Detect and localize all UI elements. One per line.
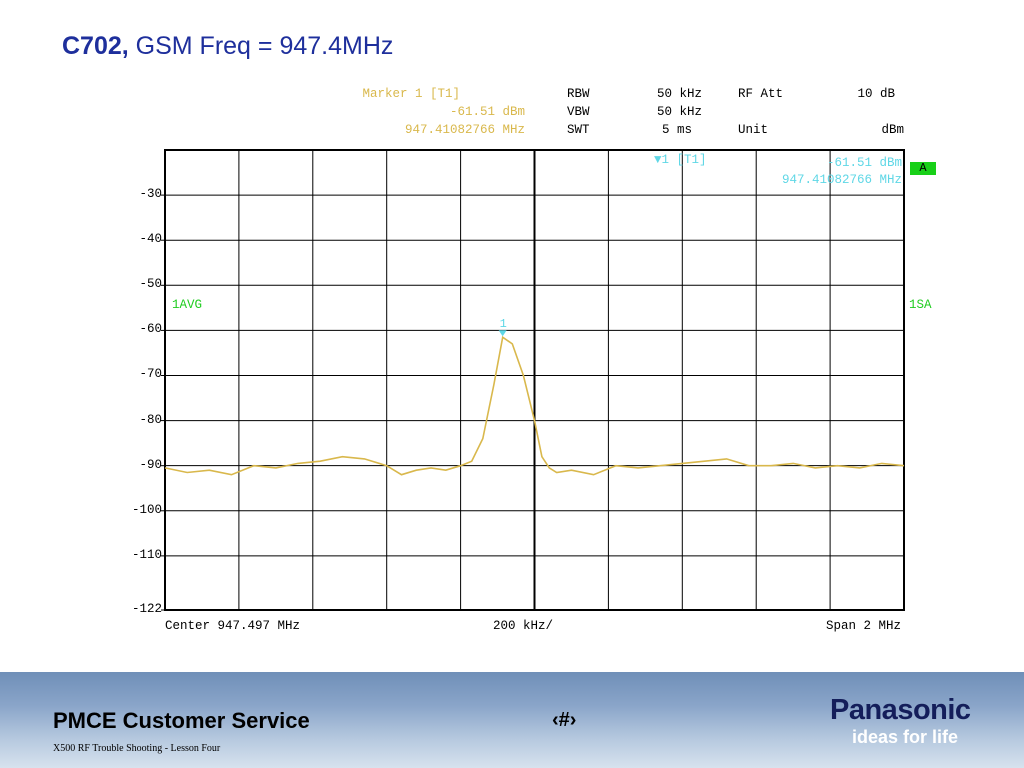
marker-triangle	[498, 330, 507, 337]
marker-tag-overlay: ▼1 [T1]	[654, 153, 707, 167]
y-tick-label: -100	[131, 502, 162, 517]
marker-tag-text: 1 [T1]	[661, 153, 707, 167]
division: 200 kHz/	[493, 619, 554, 633]
y-tick-label: -80	[139, 412, 162, 427]
slide-title: C702, GSM Freq = 947.4MHz	[62, 32, 393, 61]
vbw-label: VBW	[567, 105, 590, 119]
marker-title: Marker 1 [T1]	[362, 87, 460, 101]
marker-number: 1	[500, 317, 507, 331]
y-ticks	[161, 194, 165, 611]
rbw-label: RBW	[567, 87, 590, 101]
spectrum-plot: 1	[161, 149, 905, 611]
panasonic-logo: Panasonic	[830, 694, 971, 726]
rf-att-value: 10 dB	[857, 87, 895, 101]
marker-level: -61.51 dBm	[449, 105, 525, 119]
overlay-marker-level: -61.51 dBm	[826, 156, 902, 170]
y-tick-label: -60	[139, 322, 162, 337]
slide-footer: PMCE Customer Service ‹#› X500 RF Troubl…	[0, 672, 1024, 768]
y-tick-label: -40	[139, 232, 162, 247]
spectrum-trace	[164, 335, 905, 476]
unit-label: Unit	[738, 123, 769, 137]
swt-value: 5 ms	[661, 123, 692, 137]
span: Span 2 MHz	[825, 619, 901, 633]
footer-subtitle: X500 RF Trouble Shooting - Lesson Four	[53, 743, 221, 754]
marker-frequency: 947.41082766 MHz	[404, 123, 525, 137]
rbw-value: 50 kHz	[656, 87, 702, 101]
avg-note: 1AVG	[172, 298, 203, 312]
title-model: C702,	[62, 32, 129, 60]
sa-note: 1SA	[909, 298, 932, 312]
vbw-value: 50 kHz	[656, 105, 702, 119]
center-frequency: Center 947.497 MHz	[165, 619, 301, 633]
swt-label: SWT	[567, 123, 590, 137]
y-tick-label: -122	[131, 602, 162, 616]
title-frequency: GSM Freq = 947.4MHz	[128, 32, 394, 60]
overlay-marker-frequency: 947.41082766 MHz	[781, 173, 902, 187]
y-tick-label: -30	[139, 187, 162, 202]
y-tick-label: -50	[139, 277, 162, 292]
y-tick-label: -110	[131, 547, 162, 562]
unit-value: dBm	[881, 123, 904, 137]
footer-page-number: ‹#›	[552, 709, 577, 731]
y-tick-label: -90	[139, 457, 162, 472]
peak-marker: 1	[498, 317, 507, 337]
tagline: ideas for life	[852, 727, 959, 747]
trace-a-box: A	[910, 162, 936, 175]
rf-att-label: RF Att	[738, 87, 784, 101]
plot-grid	[165, 150, 904, 610]
footer-service: PMCE Customer Service	[53, 708, 310, 733]
y-tick-label: -70	[139, 367, 162, 382]
plot-frame	[164, 149, 905, 611]
